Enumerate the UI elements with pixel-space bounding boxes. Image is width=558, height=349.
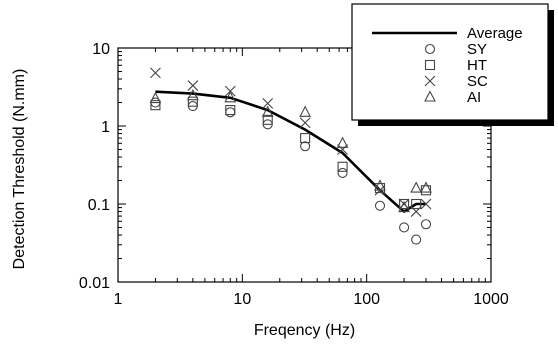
legend-marker-sc bbox=[424, 75, 436, 87]
data-point-sc bbox=[150, 67, 161, 79]
data-point-sc bbox=[337, 144, 348, 155]
x-tick-label: 100 bbox=[353, 291, 380, 308]
legend-box bbox=[351, 3, 549, 121]
y-tick-label: 0.01 bbox=[79, 275, 110, 292]
legend-label-average: Average bbox=[467, 25, 523, 42]
data-point-ht bbox=[411, 198, 422, 210]
data-point-ht bbox=[225, 105, 236, 116]
data-point-sc bbox=[262, 97, 274, 109]
data-point-ht bbox=[300, 133, 311, 144]
legend-label-sy: SY bbox=[467, 41, 487, 58]
data-point-ai bbox=[224, 91, 237, 103]
legend-label-sc: SC bbox=[467, 73, 488, 90]
legend-marker-ht bbox=[424, 59, 436, 71]
data-point-sc bbox=[187, 80, 199, 91]
data-point-sc bbox=[398, 198, 410, 210]
data-point-sc bbox=[420, 198, 432, 210]
legend-marker-sy bbox=[424, 43, 436, 55]
data-point-ai bbox=[186, 88, 199, 101]
data-point-sc bbox=[410, 206, 422, 217]
data-point-ht bbox=[420, 185, 432, 196]
y-tick-label: 0.1 bbox=[88, 197, 110, 214]
data-point-sy bbox=[420, 219, 432, 230]
legend-marker-ai bbox=[424, 90, 436, 102]
data-point-sc bbox=[299, 117, 311, 129]
data-point-sy bbox=[411, 234, 422, 245]
data-point-ht bbox=[187, 96, 198, 107]
x-axis-title: Freqency (Hz) bbox=[254, 322, 355, 339]
series-line-average bbox=[155, 90, 426, 213]
data-point-sy bbox=[374, 200, 386, 211]
data-point-ht bbox=[150, 100, 161, 111]
plot-marks bbox=[149, 67, 432, 245]
data-point-ai bbox=[374, 179, 386, 191]
y-tick-label: 1 bbox=[101, 119, 110, 136]
x-tick-label: 10 bbox=[233, 291, 251, 308]
data-point-sy bbox=[225, 107, 236, 118]
data-point-ai bbox=[420, 181, 432, 193]
data-point-sy bbox=[337, 167, 348, 179]
data-point-ht bbox=[337, 161, 348, 172]
data-point-ai bbox=[398, 200, 411, 213]
data-point-ai bbox=[336, 136, 349, 148]
data-point-ai bbox=[149, 91, 162, 104]
data-point-ht bbox=[399, 198, 410, 210]
x-tick-label: 1000 bbox=[473, 291, 509, 308]
data-point-ai bbox=[261, 105, 274, 117]
y-axis-title: Detection Threshold (N.mm) bbox=[11, 69, 28, 270]
data-point-sy bbox=[300, 141, 311, 152]
x-tick-label: 1 bbox=[114, 291, 123, 308]
data-point-ai bbox=[410, 181, 423, 193]
data-point-ht bbox=[262, 114, 273, 125]
y-tick-label: 10 bbox=[92, 41, 110, 58]
plot-frame bbox=[117, 47, 492, 283]
legend-label-ht: HT bbox=[467, 57, 487, 74]
legend-label-ai: AI bbox=[467, 89, 481, 106]
data-point-sy bbox=[399, 222, 410, 233]
data-point-ai bbox=[299, 105, 312, 117]
